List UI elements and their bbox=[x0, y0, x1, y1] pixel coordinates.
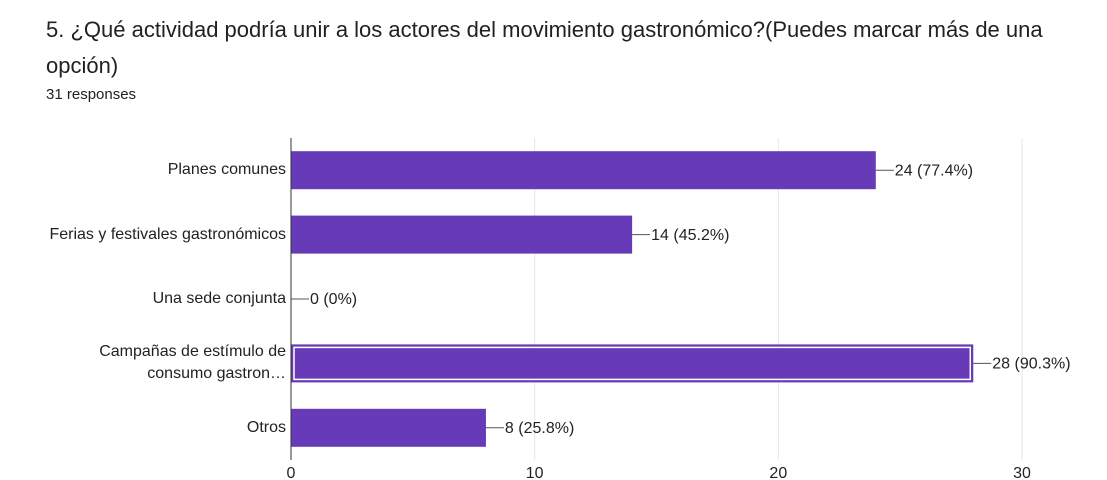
value-label: 24 (77.4%) bbox=[895, 162, 973, 179]
category-label: Campañas de estímulo de consumo gastron… bbox=[99, 343, 286, 383]
category-label: Ferias y festivales gastronómicos bbox=[49, 225, 286, 243]
value-label: 14 (45.2%) bbox=[651, 227, 729, 244]
value-label: 0 (0%) bbox=[310, 291, 357, 308]
x-tick-label: 0 bbox=[287, 465, 296, 480]
response-count: 31 responses bbox=[46, 86, 137, 103]
category-label: Una sede conjunta bbox=[152, 290, 286, 307]
chart-title: 5. ¿Qué actividad podría unir a los acto… bbox=[46, 17, 1043, 78]
x-tick-label: 30 bbox=[1013, 465, 1031, 480]
bar-highlight bbox=[293, 346, 972, 381]
bar bbox=[291, 151, 876, 190]
value-label: 28 (90.3%) bbox=[992, 356, 1070, 373]
value-label: 8 (25.8%) bbox=[505, 420, 574, 437]
category-label: Planes comunes bbox=[167, 161, 286, 179]
bar bbox=[291, 408, 486, 447]
x-tick-label: 20 bbox=[769, 465, 787, 480]
bar bbox=[291, 215, 633, 254]
category-label: Otros bbox=[246, 418, 286, 436]
bar bbox=[291, 344, 974, 383]
x-tick-label: 10 bbox=[526, 465, 544, 480]
